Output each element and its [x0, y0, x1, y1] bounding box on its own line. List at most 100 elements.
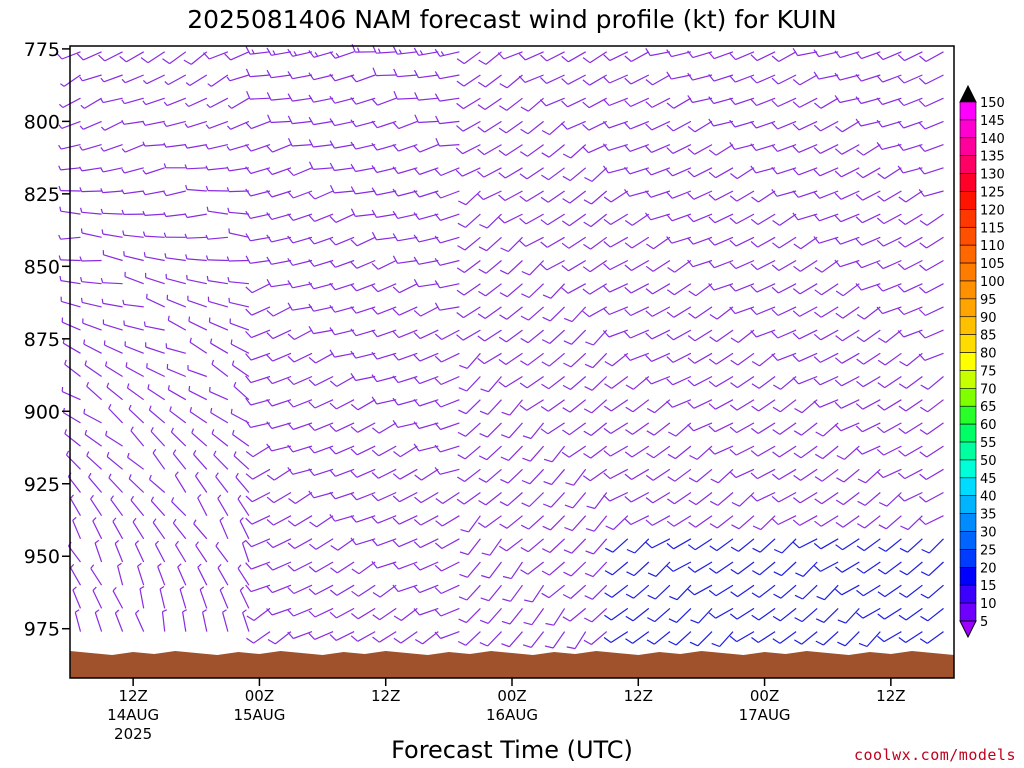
wind-barb	[266, 256, 292, 265]
wind-barb	[813, 538, 839, 550]
wind-barb	[522, 422, 545, 440]
wind-barb	[625, 422, 650, 435]
wind-barb	[666, 375, 692, 386]
wind-barb	[625, 584, 650, 599]
wind-barb	[710, 492, 734, 506]
wind-barb	[792, 283, 818, 295]
colorbar-swatch	[959, 602, 977, 622]
wind-barb	[625, 631, 650, 644]
colorbar-label: 25	[980, 543, 997, 558]
wind-barb	[477, 144, 502, 156]
wind-barb	[793, 236, 818, 250]
wind-barb	[729, 213, 755, 225]
wind-barb	[645, 97, 671, 108]
wind-barb	[132, 517, 145, 540]
wind-barb	[793, 445, 818, 459]
wind-barb	[773, 584, 797, 599]
wind-barb	[434, 329, 460, 341]
x-tick-label: 12Z	[371, 687, 400, 705]
colorbar-label: 120	[980, 203, 1005, 218]
wind-barb	[92, 517, 103, 540]
wind-barb	[584, 167, 608, 182]
wind-barb	[498, 190, 523, 202]
wind-barb	[232, 429, 250, 447]
colorbar-label: 35	[980, 508, 997, 523]
wind-barb	[266, 92, 292, 101]
wind-barb	[687, 190, 713, 200]
wind-barb	[90, 494, 103, 517]
wind-barb	[308, 422, 334, 431]
wind-barb	[287, 584, 313, 595]
wind-barb	[856, 538, 881, 552]
wind-barb	[751, 376, 776, 389]
wind-barb	[688, 515, 713, 528]
wind-barb	[371, 396, 397, 405]
wind-barb	[876, 213, 902, 225]
wind-barb	[142, 167, 165, 175]
wind-barb	[751, 190, 776, 203]
wind-barb	[117, 562, 124, 586]
wind-barb	[350, 372, 376, 382]
wind-barb	[392, 283, 418, 294]
colorbar-swatch	[959, 370, 977, 389]
wind-barb	[235, 472, 250, 493]
wind-barb	[666, 352, 692, 363]
colorbar-swatch	[959, 388, 977, 407]
wind-barb	[501, 608, 523, 625]
wind-barb	[456, 97, 481, 110]
wind-barb	[350, 422, 376, 433]
wind-barb	[668, 631, 692, 646]
wind-barb	[287, 352, 313, 363]
wind-barb	[876, 445, 902, 456]
wind-barb	[603, 631, 629, 644]
wind-barb	[647, 561, 671, 577]
wind-barb	[187, 295, 207, 308]
wind-barb	[184, 120, 207, 128]
wind-barb	[76, 51, 102, 61]
x-tick-label: 12Z	[118, 687, 147, 705]
wind-barb	[477, 97, 502, 110]
wind-barb	[918, 74, 944, 85]
wind-barb	[771, 259, 797, 272]
wind-barb	[231, 360, 250, 377]
wind-barb	[372, 607, 397, 621]
wind-barb	[434, 167, 460, 177]
wind-barb	[876, 142, 902, 150]
colorbar-label: 110	[980, 239, 1005, 254]
wind-barb	[227, 207, 249, 215]
wind-barb	[645, 491, 671, 504]
wind-barb	[172, 449, 187, 470]
wind-barb	[708, 51, 734, 60]
wind-barb	[287, 375, 313, 386]
wind-barb	[750, 213, 776, 226]
wind-barb	[60, 296, 81, 308]
wind-barb	[476, 190, 502, 201]
wind-barb	[169, 406, 187, 424]
wind-barb	[191, 428, 208, 447]
wind-barb	[309, 538, 334, 550]
wind-barb	[215, 472, 229, 493]
wind-barb	[166, 294, 187, 308]
wind-barb	[834, 213, 860, 223]
wind-barb	[329, 259, 355, 268]
wind-barb	[835, 306, 860, 319]
wind-barb	[687, 352, 713, 364]
wind-barb	[350, 468, 376, 478]
wind-barb	[226, 187, 249, 193]
wind-barb	[371, 187, 397, 196]
wind-barb	[603, 468, 629, 480]
wind-barb	[561, 51, 586, 63]
wind-barb	[602, 120, 628, 129]
wind-barb	[708, 445, 734, 455]
wind-barb	[329, 118, 355, 127]
wind-barb	[750, 120, 776, 129]
wind-barb	[582, 51, 608, 64]
wind-barb	[582, 468, 608, 482]
wind-barb	[114, 609, 124, 632]
wind-barb	[687, 236, 713, 245]
wind-barb	[86, 451, 103, 470]
wind-barb	[835, 492, 860, 506]
wind-barb	[771, 491, 797, 503]
wind-barb	[372, 67, 397, 77]
